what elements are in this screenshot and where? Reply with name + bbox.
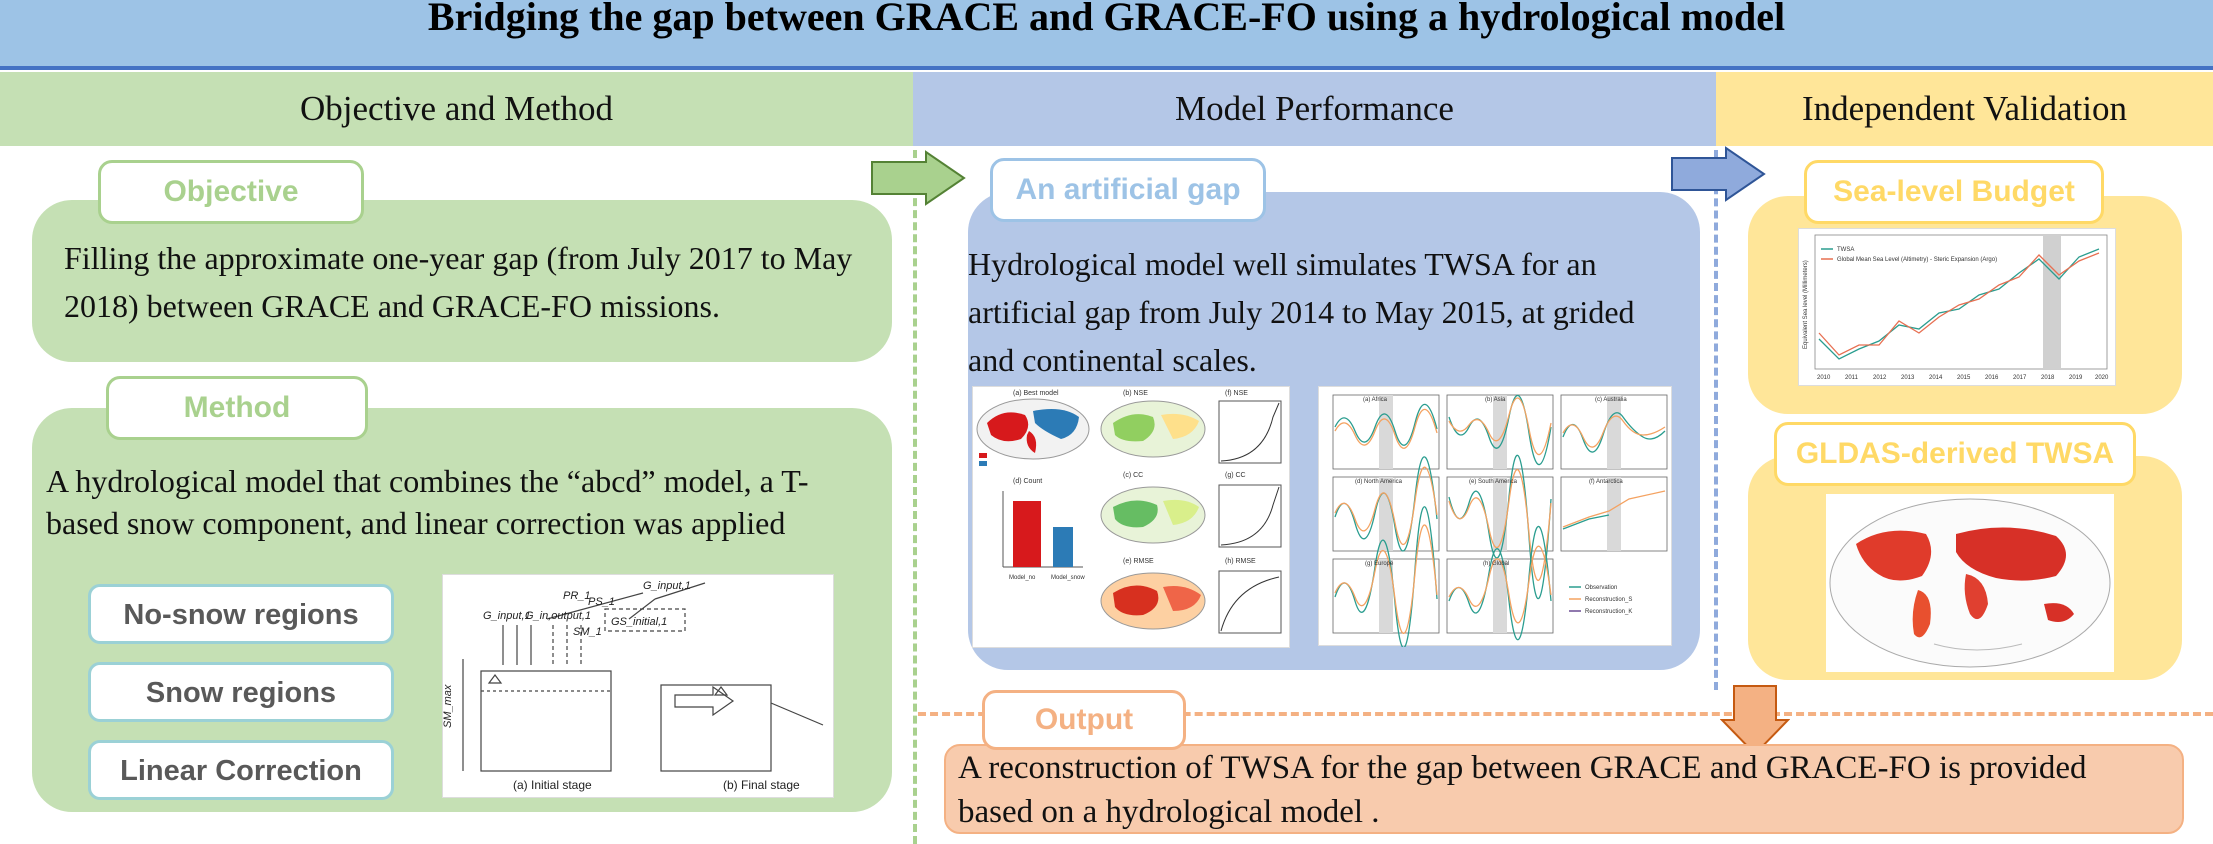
snow-regions-box: Snow regions [88, 662, 394, 722]
gldas-twsa-tag: GLDAS-derived TWSA [1774, 422, 2136, 486]
output-text: A reconstruction of TWSA for the gap bet… [958, 750, 2087, 830]
continent-label: (f) Antarctica [1589, 479, 1623, 485]
legend-label: Reconstruction_K [1585, 609, 1632, 615]
arrow-right-blue-icon [1671, 146, 1766, 202]
year-tick: 2013 [1901, 375, 1915, 381]
method-caption-final: (b) Final stage [723, 778, 800, 792]
artificial-gap-tag: An artificial gap [990, 158, 1266, 222]
map-panel-label: (e) RMSE [1123, 558, 1154, 565]
map-panel-label: (d) Count [1013, 478, 1042, 485]
continental-timeseries-svg: (a) Africa (b) Asia (c) Australia (d) No… [1332, 394, 1668, 649]
method-text: A hydrological model that combines the “… [46, 463, 809, 541]
year-tick: 2020 [2095, 375, 2109, 381]
svg-text:GS_initial,1: GS_initial,1 [611, 616, 667, 628]
divider-output [918, 712, 2213, 716]
gldas-world-map [1826, 494, 2114, 672]
map-panel-label: (b) NSE [1123, 390, 1148, 397]
bar-label: Model_snow [1051, 575, 1085, 581]
sea-ylabel: Equivalent Sea level (Millimeters) [1803, 260, 1809, 349]
arrow-down-orange-icon [1720, 685, 1790, 756]
continental-timeseries-figure: (a) Africa (b) Asia (c) Australia (d) No… [1318, 386, 1672, 649]
bar-model-no [1013, 501, 1041, 567]
section-header-objective-method: Objective and Method [0, 72, 913, 146]
sea-legend-twsa: TWSA [1837, 247, 1854, 253]
global-maps-svg: (a) Best model (b) NSE (c) CC (e) RMSE (… [976, 390, 1282, 634]
map-panel-label: (f) NSE [1225, 390, 1248, 397]
bar-model-snow [1053, 527, 1073, 567]
svg-text:PS_1: PS_1 [588, 596, 615, 608]
year-tick: 2016 [1985, 375, 1999, 381]
section-header-independent-validation: Independent Validation [1716, 72, 2213, 146]
method-tag: Method [106, 376, 368, 440]
continent-label: (d) North America [1355, 479, 1403, 485]
svg-text:G_in,output,1: G_in,output,1 [525, 610, 591, 622]
map-panel-label: (h) RMSE [1225, 558, 1256, 565]
year-tick: 2017 [2013, 375, 2027, 381]
method-caption-initial: (a) Initial stage [513, 778, 592, 792]
svg-text:SM_1: SM_1 [573, 626, 602, 638]
year-tick: 2011 [1845, 375, 1859, 381]
map-panel-label: (a) Best model [1013, 390, 1059, 397]
performance-text: Hydrological model well simulates TWSA f… [968, 246, 1635, 378]
legend-label: Reconstruction_S [1585, 597, 1632, 603]
svg-text:G_input,1: G_input,1 [483, 610, 531, 622]
objective-text: Filling the approximate one-year gap (fr… [64, 240, 853, 324]
continent-label: (c) Australia [1595, 397, 1627, 403]
method-diagram: G_input,1 G_in,output,1 G_input,1 GS_ini… [442, 574, 834, 798]
svg-text:SM_max: SM_max [443, 684, 454, 728]
section-header-model-performance: Model Performance [913, 72, 1716, 146]
method-diagram-svg: G_input,1 G_in,output,1 G_input,1 GS_ini… [442, 580, 824, 792]
legend-label: Observation [1585, 585, 1617, 591]
objective-panel [32, 200, 892, 362]
continent-label: (e) South America [1469, 479, 1518, 485]
continent-label: (g) Europe [1365, 561, 1394, 567]
year-tick: 2018 [2041, 375, 2055, 381]
sea-level-chart: TWSA Global Mean Sea Level (Altimetry) -… [1798, 228, 2116, 386]
sea-level-budget-tag: Sea-level Budget [1804, 160, 2104, 224]
global-maps-figure: (a) Best model (b) NSE (c) CC (e) RMSE (… [972, 386, 1290, 648]
output-panel [944, 744, 2184, 834]
arrow-right-green-icon [871, 150, 966, 206]
no-snow-regions-box: No-snow regions [88, 584, 394, 644]
continent-label: (b) Asia [1485, 397, 1506, 403]
divider-left [913, 150, 917, 844]
linear-correction-box: Linear Correction [88, 740, 394, 800]
sea-legend-gmsl: Global Mean Sea Level (Altimetry) - Ster… [1837, 257, 1997, 263]
year-tick: 2014 [1929, 375, 1943, 381]
year-tick: 2012 [1873, 375, 1887, 381]
map-panel-label: (g) CC [1225, 472, 1246, 479]
objective-tag: Objective [98, 160, 364, 224]
output-tag: Output [982, 690, 1186, 750]
gldas-world-map-svg [1829, 498, 2111, 668]
bar-label: Model_no [1009, 575, 1036, 581]
year-tick: 2010 [1817, 375, 1831, 381]
svg-text:PR_1: PR_1 [563, 590, 591, 602]
divider-right [1714, 150, 1718, 690]
continent-label: (h) Global [1483, 561, 1509, 567]
map-panel-label: (c) CC [1123, 472, 1143, 479]
sea-level-chart-svg: TWSA Global Mean Sea Level (Altimetry) -… [1803, 234, 2109, 381]
year-tick: 2015 [1957, 375, 1971, 381]
continent-label: (a) Africa [1363, 397, 1388, 403]
year-tick: 2019 [2069, 375, 2083, 381]
page-title: Bridging the gap between GRACE and GRACE… [0, 0, 2213, 70]
svg-text:G_input,1: G_input,1 [643, 580, 691, 592]
